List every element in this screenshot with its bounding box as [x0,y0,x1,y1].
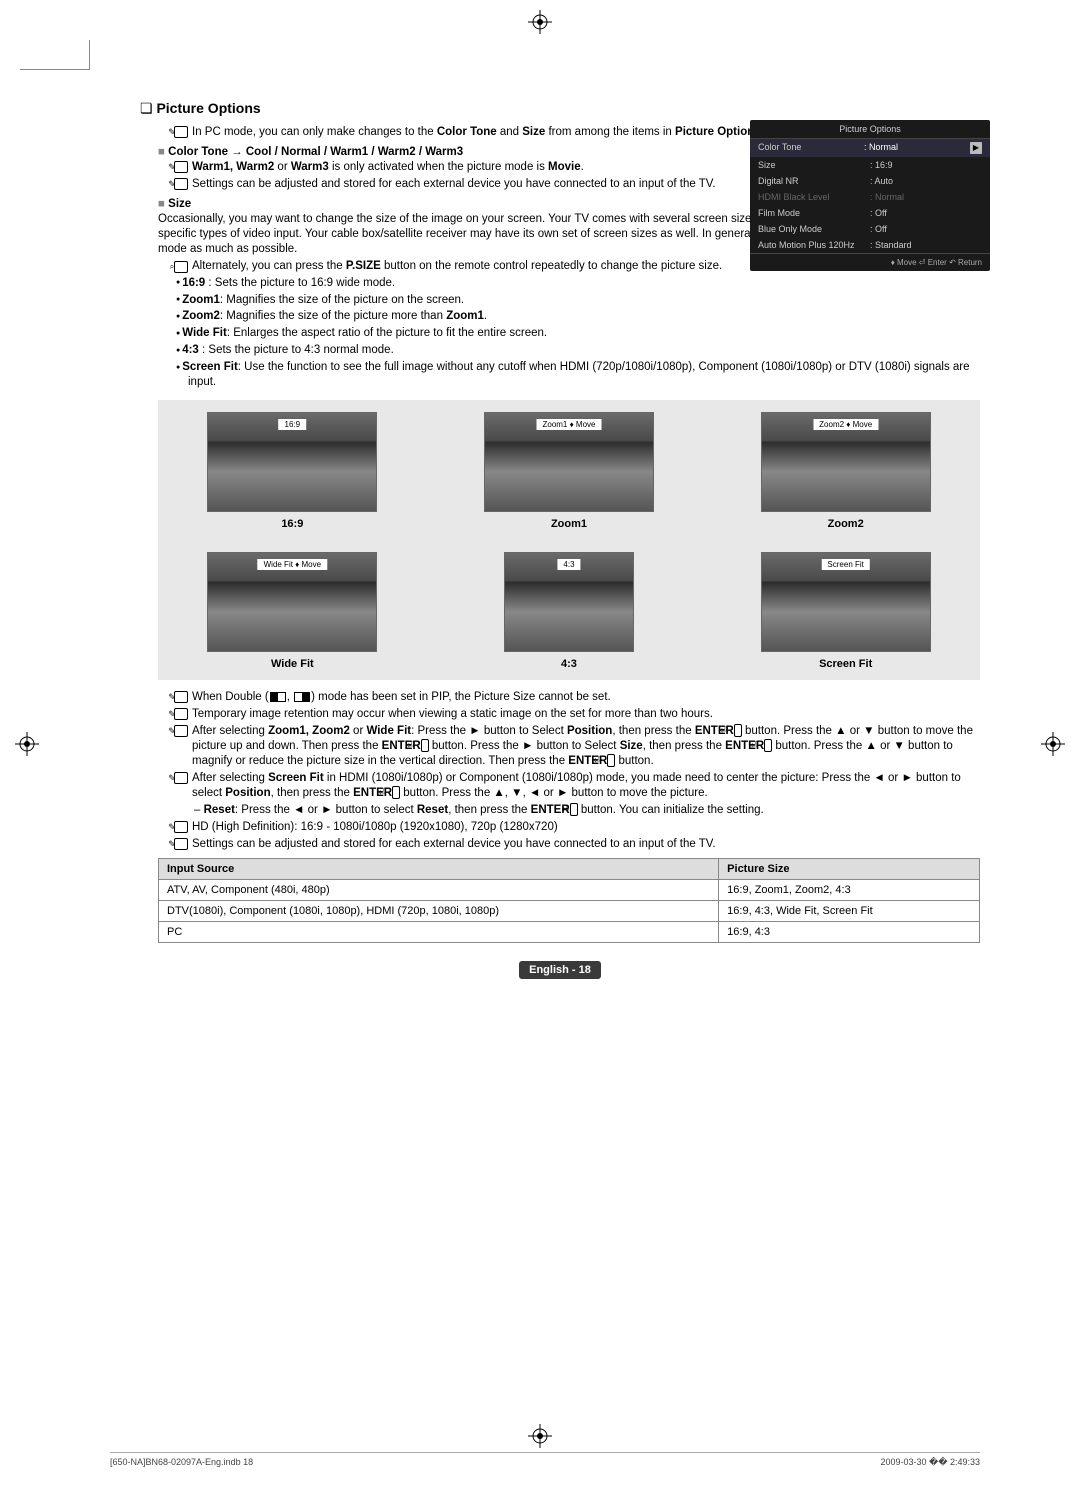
osd-row: Color Tone: Normal▶ [750,139,990,157]
section-heading: Picture Options [140,100,980,117]
osd-footer: ♦ Move ⏎ Enter ↶ Return [750,253,990,271]
note-icon: ✎ [174,126,188,138]
note-zoom-position: ✎After selecting Zoom1, Zoom2 or Wide Fi… [174,724,980,769]
thumb-169: 16:9 16:9 [174,412,411,530]
print-footer: [650-NA]BN68-02097A-Eng.indb 18 2009-03-… [110,1452,980,1468]
enter-icon: ⏎ [734,724,742,737]
registration-mark-right [1041,732,1065,756]
thumbnail-section: 16:9 16:9 Zoom1 ♦ Move Zoom1 Zoom2 ♦ Mov… [158,400,980,680]
osd-row: Digital NR: Auto [750,173,990,189]
page-footer: English - 18 [140,961,980,979]
registration-mark-top [528,10,552,34]
note-icon: ✎ [174,161,188,173]
table-row: ATV, AV, Component (480i, 480p)16:9, Zoo… [159,879,980,900]
osd-row: HDMI Black Level: Normal [750,189,990,205]
bullet-screenfit: Screen Fit: Use the function to see the … [176,360,980,390]
table-row: PC16:9, 4:3 [159,921,980,942]
pip-icon [270,692,286,702]
page-label: English - 18 [519,961,601,979]
note-settings2: ✎Settings can be adjusted and stored for… [174,837,980,852]
bullet-169: 16:9 : Sets the picture to 16:9 wide mod… [176,276,980,291]
osd-title: Picture Options [750,120,990,139]
thumb-widefit: Wide Fit ♦ Move Wide Fit [174,552,411,670]
note-icon: ✎ [174,725,188,737]
note-icon: ✎ [174,691,188,703]
note-icon: ✎ [174,178,188,190]
enter-icon: ⏎ [421,739,429,752]
note-hd: ✎HD (High Definition): 16:9 - 1080i/1080… [174,820,980,835]
thumb-zoom1: Zoom1 ♦ Move Zoom1 [451,412,688,530]
picture-size-table: Input Source Picture Size ATV, AV, Compo… [158,858,980,943]
note-screenfit-position: ✎After selecting Screen Fit in HDMI (108… [174,771,980,801]
thumb-screenfit: Screen Fit Screen Fit [727,552,964,670]
thumb-43: 4:3 4:3 [451,552,688,670]
footer-right: 2009-03-30 �� 2:49:33 [880,1457,980,1468]
note-icon: ✎ [174,838,188,850]
thumb-zoom2: Zoom2 ♦ Move Zoom2 [727,412,964,530]
crop-mark-tl [20,40,90,70]
osd-panel: Picture Options Color Tone: Normal▶Size:… [750,120,990,271]
note-icon: ✎ [174,772,188,784]
remote-icon: ⌕ [174,261,188,273]
note-pip: ✎When Double (, ) mode has been set in P… [174,690,980,705]
bullet-widefit: Wide Fit: Enlarges the aspect ratio of t… [176,326,980,341]
reset-line: Reset: Press the ◄ or ► button to select… [194,803,980,818]
bullet-zoom2: Zoom2: Magnifies the size of the picture… [176,309,980,324]
table-header: Input Source [159,858,719,879]
registration-mark-bottom [528,1424,552,1448]
osd-row: Film Mode: Off [750,205,990,221]
osd-row: Blue Only Mode: Off [750,221,990,237]
registration-mark-left [15,732,39,756]
osd-row: Auto Motion Plus 120Hz: Standard [750,237,990,253]
footer-left: [650-NA]BN68-02097A-Eng.indb 18 [110,1457,253,1468]
enter-icon: ⏎ [392,786,400,799]
note-retention: ✎Temporary image retention may occur whe… [174,707,980,722]
pip-icon [294,692,310,702]
table-row: DTV(1080i), Component (1080i, 1080p), HD… [159,900,980,921]
enter-icon: ⏎ [764,739,772,752]
table-header: Picture Size [719,858,980,879]
bullet-43: 4:3 : Sets the picture to 4:3 normal mod… [176,343,980,358]
osd-arrow-icon: ▶ [970,142,982,154]
osd-row: Size: 16:9 [750,157,990,173]
note-icon: ✎ [174,708,188,720]
bullet-zoom1: Zoom1: Magnifies the size of the picture… [176,293,980,308]
note-icon: ✎ [174,821,188,833]
enter-icon: ⏎ [570,803,578,816]
